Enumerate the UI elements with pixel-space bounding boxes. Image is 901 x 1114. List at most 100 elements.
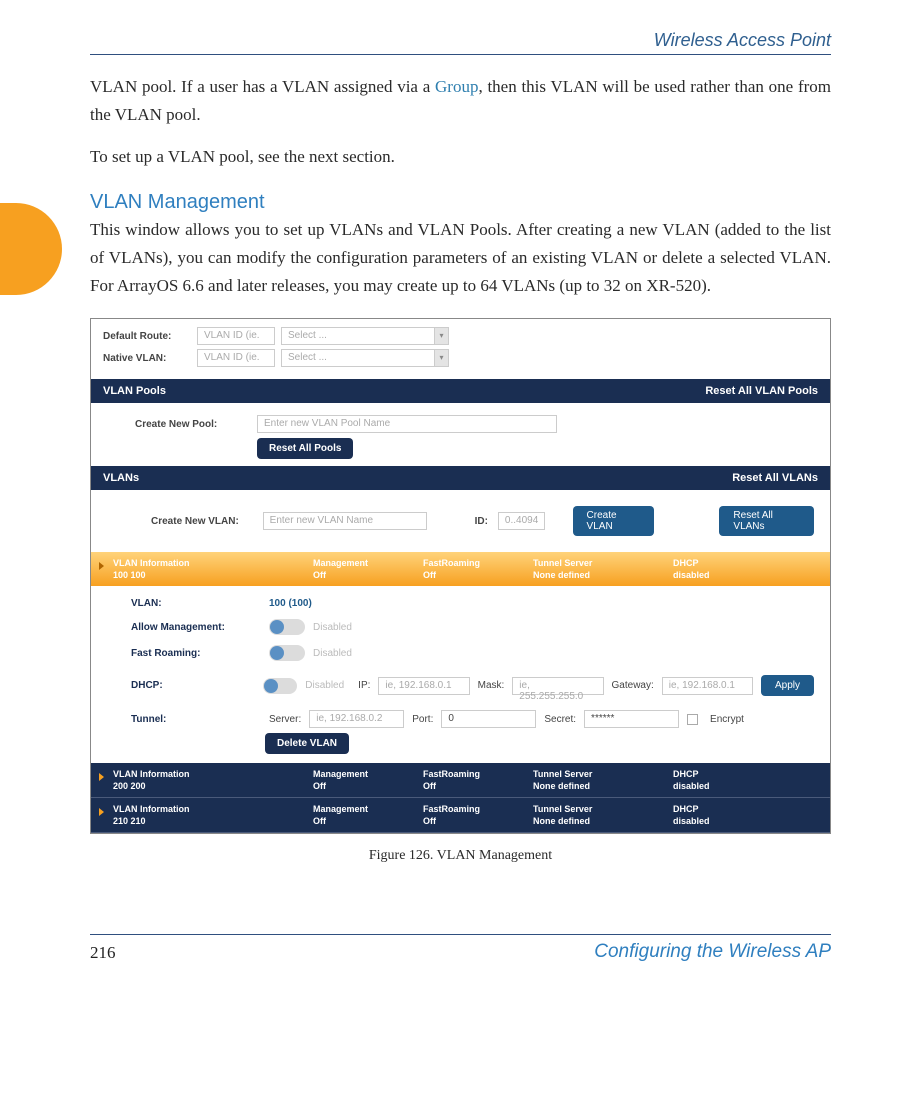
fast-roaming-toggle[interactable]	[269, 645, 305, 661]
allow-management-label: Allow Management:	[131, 622, 261, 633]
vlan-210-tunnel: None defined	[533, 816, 673, 826]
apply-button[interactable]: Apply	[761, 675, 814, 696]
create-new-pool-label: Create New Pool:	[135, 419, 247, 430]
vlan-100-header[interactable]: VLAN Information100 100 ManagementOff Fa…	[91, 552, 830, 586]
col-header-dhcp: DHCP	[673, 804, 773, 814]
paragraph-3: This window allows you to set up VLANs a…	[90, 216, 831, 300]
tunnel-secret-input[interactable]: ******	[584, 710, 679, 728]
select-text: Select ...	[288, 352, 327, 364]
vlan-management-screenshot: Default Route: VLAN ID (ie. Select ...▾ …	[90, 318, 831, 834]
reset-all-pools-button[interactable]: Reset All Pools	[257, 438, 353, 459]
vlan-200-tunnel: None defined	[533, 781, 673, 791]
group-link[interactable]: Group	[435, 77, 478, 96]
para1-text-a: VLAN pool. If a user has a VLAN assigned…	[90, 77, 435, 96]
gateway-input[interactable]: ie, 192.168.0.1	[662, 677, 753, 695]
native-vlan-select[interactable]: Select ... ▾	[281, 349, 449, 367]
paragraph-2: To set up a VLAN pool, see the next sect…	[90, 143, 831, 171]
default-route-row: Default Route: VLAN ID (ie. Select ...▾	[103, 327, 818, 345]
gateway-label: Gateway:	[612, 680, 654, 691]
vlan-100-tunnel: None defined	[533, 570, 673, 580]
vlan-pools-title: VLAN Pools	[103, 385, 166, 397]
vlan-210-dhcp: disabled	[673, 816, 773, 826]
create-vlan-button[interactable]: Create VLAN	[573, 506, 654, 536]
reset-all-vlans-link[interactable]: Reset All VLANs	[732, 472, 818, 484]
toggle-knob	[270, 646, 284, 660]
col-header-info: VLAN Information	[113, 558, 313, 568]
paragraph-1: VLAN pool. If a user has a VLAN assigned…	[90, 73, 831, 129]
reset-all-pools-link[interactable]: Reset All VLAN Pools	[705, 385, 818, 397]
allow-management-state: Disabled	[313, 622, 352, 633]
vlan-field-label: VLAN:	[131, 598, 261, 609]
figure-container: Default Route: VLAN ID (ie. Select ...▾ …	[90, 318, 831, 864]
delete-vlan-button[interactable]: Delete VLAN	[265, 733, 349, 754]
select-text: Select ...	[288, 330, 327, 342]
vlan-200-roam: Off	[423, 781, 533, 791]
col-header-roam: FastRoaming	[423, 804, 533, 814]
toggle-knob	[270, 620, 284, 634]
caret-right-icon	[99, 808, 104, 816]
tunnel-label: Tunnel:	[131, 714, 261, 725]
tunnel-port-input[interactable]: 0	[441, 710, 536, 728]
vlan-200-header[interactable]: VLAN Information200 200 ManagementOff Fa…	[91, 763, 830, 798]
server-label: Server:	[269, 714, 301, 725]
ip-label: IP:	[358, 680, 370, 691]
col-header-tunnel: Tunnel Server	[533, 558, 673, 568]
dhcp-toggle[interactable]	[263, 678, 297, 694]
vlans-title: VLANs	[103, 472, 139, 484]
vlan-pools-header-bar: VLAN Pools Reset All VLAN Pools	[91, 379, 830, 403]
reset-all-vlans-button[interactable]: Reset All VLANs	[719, 506, 814, 536]
default-route-label: Default Route:	[103, 331, 191, 342]
vlan-pools-section: Create New Pool: Enter new VLAN Pool Nam…	[91, 403, 830, 466]
vlan-field-value: 100 (100)	[269, 598, 312, 609]
toggle-knob	[264, 679, 278, 693]
vlan-100-detail-panel: VLAN: 100 (100) Allow Management: Disabl…	[91, 586, 830, 763]
vlan-100-dhcp: disabled	[673, 570, 773, 580]
page-number: 216	[90, 943, 116, 963]
col-header-dhcp: DHCP	[673, 769, 773, 779]
fast-roaming-label: Fast Roaming:	[131, 648, 261, 659]
allow-management-toggle[interactable]	[269, 619, 305, 635]
tunnel-server-input[interactable]: ie, 192.168.0.2	[309, 710, 404, 728]
mask-label: Mask:	[478, 680, 505, 691]
caret-down-icon	[99, 562, 104, 570]
vlans-header-bar: VLANs Reset All VLANs	[91, 466, 830, 490]
page-footer: 216 Configuring the Wireless AP	[90, 934, 831, 963]
col-header-info: VLAN Information	[113, 804, 313, 814]
native-vlan-label: Native VLAN:	[103, 353, 191, 364]
col-header-mgmt: Management	[313, 769, 423, 779]
vlan-100-name: 100 100	[113, 570, 313, 580]
vlan-200-dhcp: disabled	[673, 781, 773, 791]
vlan-210-mgmt: Off	[313, 816, 423, 826]
default-route-select[interactable]: Select ...▾	[281, 327, 449, 345]
native-vlan-row: Native VLAN: VLAN ID (ie. Select ... ▾	[103, 349, 818, 367]
native-vlan-id-input[interactable]: VLAN ID (ie.	[197, 349, 275, 367]
ip-input[interactable]: ie, 192.168.0.1	[378, 677, 469, 695]
caret-right-icon	[99, 773, 104, 781]
new-pool-name-input[interactable]: Enter new VLAN Pool Name	[257, 415, 557, 433]
figure-caption: Figure 126. VLAN Management	[90, 848, 831, 864]
create-new-vlan-label: Create New VLAN:	[151, 516, 253, 527]
page-header: Wireless Access Point	[90, 30, 831, 55]
vlan-210-header[interactable]: VLAN Information 210 210 Management Off Fa…	[91, 798, 830, 833]
vlan-200-mgmt: Off	[313, 781, 423, 791]
col-header-tunnel: Tunnel Server	[533, 804, 673, 814]
vlan-210-name: 210 210	[113, 816, 313, 826]
col-header-info: VLAN Information	[113, 769, 313, 779]
col-header-mgmt: Management	[313, 804, 423, 814]
vlan-100-roam: Off	[423, 570, 533, 580]
mask-input[interactable]: ie, 255.255.255.0	[512, 677, 603, 695]
col-header-dhcp: DHCP	[673, 558, 773, 568]
default-route-vlan-id-input[interactable]: VLAN ID (ie.	[197, 327, 275, 345]
new-vlan-id-input[interactable]: 0..4094	[498, 512, 545, 530]
vlan-100-mgmt: Off	[313, 570, 423, 580]
encrypt-checkbox[interactable]	[687, 714, 698, 725]
col-header-roam: FastRoaming	[423, 769, 533, 779]
side-tab-decoration	[0, 203, 62, 295]
new-vlan-name-input[interactable]: Enter new VLAN Name	[263, 512, 428, 530]
fast-roaming-state: Disabled	[313, 648, 352, 659]
chevron-down-icon: ▾	[434, 350, 448, 366]
footer-section-title: Configuring the Wireless AP	[594, 941, 831, 963]
section-heading: VLAN Management	[90, 191, 831, 214]
dhcp-label: DHCP:	[131, 680, 255, 691]
vlan-200-name: 200 200	[113, 781, 313, 791]
